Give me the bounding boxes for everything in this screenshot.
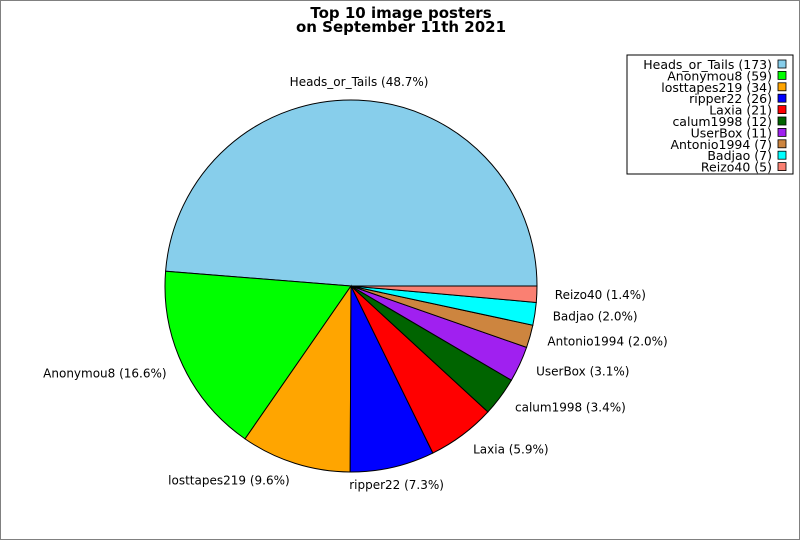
legend-entry-heads_or_tails: Heads_or_Tails (173)	[643, 57, 772, 72]
chart-title: Top 10 image posters	[310, 4, 491, 22]
pie-slice-heads_or_tails	[165, 99, 538, 287]
legend-entry-anonymou8: Anonymou8 (59)	[667, 68, 772, 83]
legend-swatch-calum1998	[777, 116, 787, 126]
slice-label-ripper22: ripper22 (7.3%)	[349, 478, 444, 492]
legend-entry-userbox: UserBox (11)	[691, 125, 772, 140]
legend-entry-badjao: Badjao (7)	[707, 148, 772, 163]
legend-swatch-ripper22	[777, 93, 787, 103]
legend-swatch-badjao	[777, 150, 787, 160]
slice-label-anonymou8: Anonymou8 (16.6%)	[43, 366, 166, 380]
legend-entry-laxia: Laxia (21)	[709, 103, 772, 118]
slice-label-userbox: UserBox (3.1%)	[536, 365, 629, 379]
pie-slice-reizo40	[350, 285, 538, 303]
slice-label-antonio1994: Antonio1994 (2.0%)	[547, 334, 667, 348]
legend-swatch-userbox	[777, 128, 787, 137]
chart-subtitle: on September 11th 2021	[296, 18, 506, 36]
slice-label-laxia: Laxia (5.9%)	[473, 442, 548, 456]
pie-slice-losttapes219	[244, 284, 352, 473]
legend-entry-reizo40: Reizo40 (5)	[701, 160, 772, 175]
slice-label-calum1998: calum1998 (3.4%)	[515, 400, 626, 414]
slice-label-heads_or_tails: Heads_or_Tails (48.7%)	[290, 75, 429, 89]
legend-swatch-anonymou8	[777, 71, 787, 80]
pie-slice-anonymou8	[164, 270, 352, 440]
legend-swatch-antonio1994	[777, 139, 787, 149]
legend-box	[626, 54, 794, 175]
legend-entry-ripper22: ripper22 (26)	[689, 91, 772, 106]
slice-label-badjao: Badjao (2.0%)	[553, 310, 638, 324]
legend: Heads_or_Tails (173)Anonymou8 (59)lostta…	[626, 54, 794, 175]
legend-entry-antonio1994: Antonio1994 (7)	[670, 137, 772, 152]
legend-swatch-laxia	[777, 105, 787, 114]
legend-entry-losttapes219: losttapes219 (34)	[661, 80, 772, 95]
slice-label-reizo40: Reizo40 (1.4%)	[555, 288, 646, 302]
slice-labels: Heads_or_Tails (48.7%) Anonymou8 (16.6%) l…	[43, 75, 668, 492]
pie-slices	[164, 99, 538, 473]
legend-entry-calum1998: calum1998 (12)	[672, 114, 772, 129]
slice-label-losttapes219: losttapes219 (9.6%)	[168, 474, 290, 488]
legend-swatch-reizo40	[777, 162, 787, 172]
legend-swatch-losttapes219	[777, 82, 787, 92]
legend-swatch-heads_or_tails	[777, 59, 787, 69]
